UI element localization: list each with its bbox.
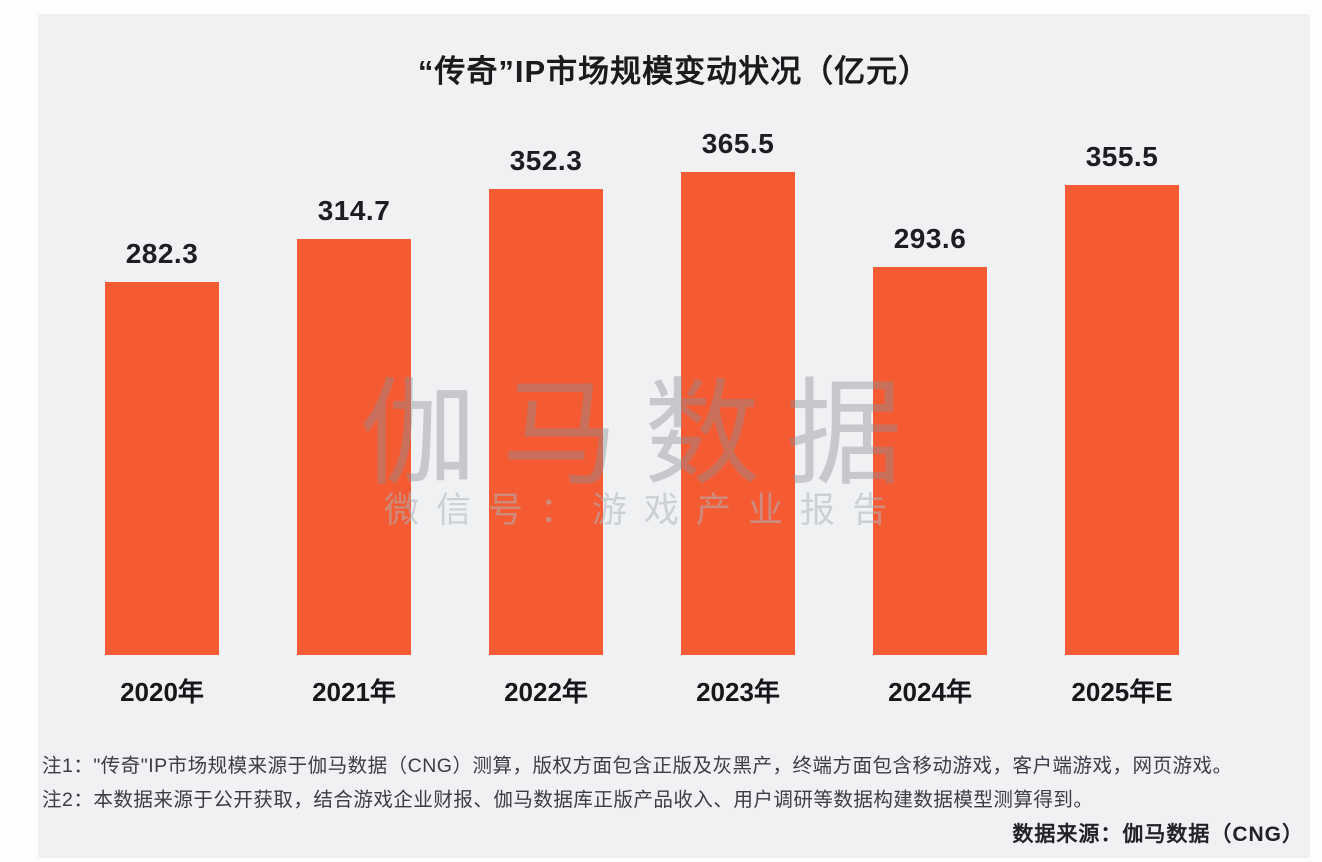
bar-2024: [873, 267, 987, 655]
year-label-2025e: 2025年E: [1071, 677, 1173, 707]
bar-value-label: 352.3: [509, 145, 583, 176]
bar-value-label: 314.7: [317, 195, 391, 226]
bar-column-2025e: 355.5: [1026, 141, 1218, 655]
bar-column-2024: 293.6: [834, 223, 1026, 655]
bar-2020: [105, 282, 219, 655]
year-label-2024: 2024年: [888, 677, 972, 707]
year-label-2022: 2022年: [504, 677, 588, 707]
chart-title: “传奇”IP市场规模变动状况（亿元）: [417, 54, 931, 89]
x-axis-labels: 2020年 2021年 2022年 2023年 2024年 2025年E: [66, 672, 1218, 709]
bar-value-label: 355.5: [1085, 141, 1159, 172]
data-source: 数据来源：伽马数据（CNG）: [1012, 823, 1304, 846]
bar-column-2020: 282.3: [66, 238, 258, 655]
bar-2021: [297, 239, 411, 655]
bar-2025e: [1065, 185, 1179, 655]
footnotes: 注1："传奇"IP市场规模来源于伽马数据（CNG）测算，版权方面包含正版及灰黑产…: [42, 749, 1306, 817]
bar-value-label: 293.6: [893, 223, 967, 254]
note-line-2: 注2：本数据来源于公开获取，结合游戏企业财报、伽马数据库正版产品收入、用户调研等…: [42, 789, 1094, 811]
bar-column-2021: 314.7: [258, 195, 450, 655]
year-label-2020: 2020年: [120, 677, 204, 707]
bar-value-label: 365.5: [701, 128, 775, 159]
note-line-1: 注1："传奇"IP市场规模来源于伽马数据（CNG）测算，版权方面包含正版及灰黑产…: [42, 755, 1233, 777]
bar-column-2023: 365.5: [642, 128, 834, 655]
bar-value-label: 282.3: [125, 238, 199, 269]
bar-2022: [489, 189, 603, 655]
bar-column-2022: 352.3: [450, 145, 642, 655]
year-label-2023: 2023年: [696, 677, 780, 707]
year-label-2021: 2021年: [312, 677, 396, 707]
bar-2023: [681, 172, 795, 655]
bars-area: 282.3 314.7 352.3 365.5 293.6 355.5: [66, 128, 1218, 655]
chart-panel: “传奇”IP市场规模变动状况（亿元） 282.3 314.7 352.3 365…: [38, 14, 1310, 858]
